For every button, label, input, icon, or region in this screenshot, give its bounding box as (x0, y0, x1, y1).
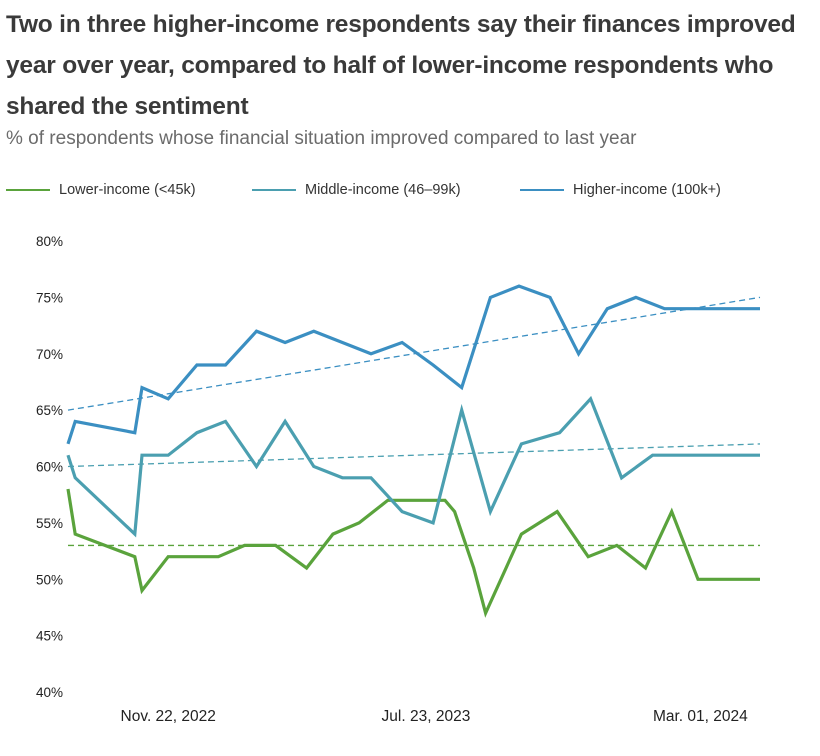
y-axis: 80% 75% 70% 65% 60% 55% 50% 45% 40% (36, 234, 63, 700)
y-tick-label: 70% (36, 347, 63, 362)
trend-line-2 (67, 296, 761, 411)
legend-swatch-middle-income (252, 189, 296, 191)
x-tick-label: Nov. 22, 2022 (121, 708, 216, 725)
legend-swatch-higher-income (520, 189, 564, 191)
series-line-1[interactable] (66, 395, 760, 538)
y-tick-label: 60% (36, 460, 63, 475)
data-series (66, 284, 760, 618)
legend-label-higher-income: Higher-income (100k+) (573, 182, 721, 198)
x-tick-label: Jul. 23, 2023 (382, 708, 471, 725)
series-line-2[interactable] (66, 284, 760, 445)
y-tick-label: 55% (36, 516, 63, 531)
legend-swatch-lower-income (6, 189, 50, 191)
legend-item-higher-income[interactable]: Higher-income (100k+) (520, 182, 721, 198)
legend-label-lower-income: Lower-income (<45k) (59, 182, 196, 198)
y-tick-label: 65% (36, 403, 63, 418)
y-tick-label: 50% (36, 572, 63, 587)
series-line-0[interactable] (66, 488, 760, 618)
chart-legend: Lower-income (<45k) Middle-income (46–99… (0, 182, 820, 204)
y-tick-label: 75% (36, 290, 63, 305)
chart-subtitle: % of respondents whose financial situati… (6, 128, 637, 149)
legend-item-lower-income[interactable]: Lower-income (<45k) (6, 182, 196, 198)
trend-line-1 (67, 443, 761, 468)
legend-label-middle-income: Middle-income (46–99k) (305, 182, 461, 198)
y-tick-label: 80% (36, 234, 63, 249)
trend-lines (67, 296, 761, 547)
y-tick-label: 40% (36, 685, 63, 700)
chart-title: Two in three higher-income respondents s… (6, 11, 796, 120)
x-axis: Nov. 22, 2022 Jul. 23, 2023 Mar. 01, 2024 (121, 708, 749, 725)
legend-item-middle-income[interactable]: Middle-income (46–99k) (252, 182, 461, 198)
x-tick-label: Mar. 01, 2024 (653, 708, 748, 725)
y-tick-label: 45% (36, 629, 63, 644)
